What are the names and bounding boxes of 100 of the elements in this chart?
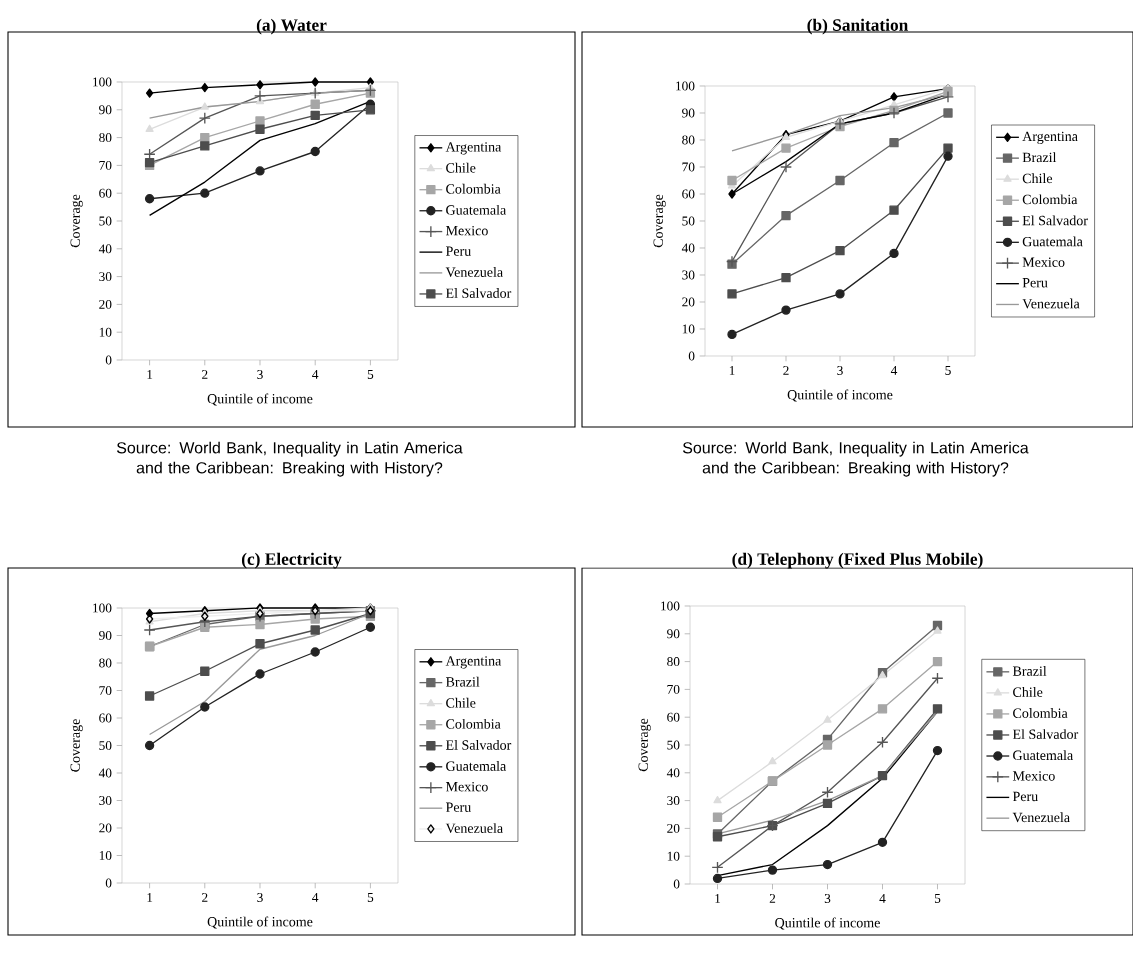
chart-title: (a) Water <box>256 18 327 35</box>
y-tick-label: 100 <box>93 77 112 87</box>
source-note: Source: World Bank, Inequality in Latin America and the Caribbean: Breaking with History? <box>116 441 463 477</box>
legend-label: Colombia <box>446 718 501 729</box>
legend-label: Chile <box>446 697 476 708</box>
y-tick-label: 10 <box>682 324 695 334</box>
x-axis-title: Quintile of income <box>787 389 893 402</box>
x-tick-label: 1 <box>729 366 735 375</box>
legend-label: Guatemala <box>446 760 507 771</box>
legend-label: Chile <box>1013 687 1043 697</box>
legend-label: Venezuela <box>1022 298 1080 309</box>
y-tick-label: 50 <box>682 216 695 226</box>
y-tick-label: 20 <box>99 823 112 833</box>
y-tick-label: 90 <box>667 629 680 639</box>
x-tick-label: 5 <box>367 893 374 902</box>
legend-label: El Salvador <box>1012 729 1079 739</box>
legend-label: Venezuela <box>1012 812 1070 823</box>
legend-label: Mexico <box>1012 771 1055 781</box>
y-tick-label: 100 <box>661 601 680 611</box>
y-tick-label: 20 <box>99 299 112 309</box>
y-tick-label: 80 <box>682 135 695 145</box>
y-tick-label: 10 <box>667 851 680 861</box>
x-tick-label: 2 <box>202 893 208 902</box>
y-tick-label: 10 <box>99 327 112 337</box>
legend-label: Argentina <box>445 656 502 669</box>
legend-label: Peru <box>1022 278 1048 288</box>
y-tick-label: 50 <box>99 216 112 226</box>
x-tick-label: 5 <box>945 366 951 375</box>
x-tick-label: 3 <box>837 366 843 375</box>
chart-title: (b) Sanitation <box>807 18 909 35</box>
y-tick-label: 60 <box>99 188 112 198</box>
y-tick-label: 70 <box>667 684 680 694</box>
y-tick-label: 80 <box>667 657 680 667</box>
legend-label: El Salvador <box>1022 215 1088 226</box>
legend-label: Colombia <box>1013 708 1068 718</box>
x-axis-title: Quintile of income <box>207 393 313 406</box>
y-tick-label: 0 <box>688 351 695 361</box>
y-tick-label: 60 <box>667 712 680 722</box>
y-axis-title: Coverage <box>638 718 651 772</box>
y-tick-label: 80 <box>99 658 112 668</box>
x-axis-title: Quintile of income <box>775 917 880 930</box>
legend-label: Argentina <box>1022 131 1078 144</box>
y-tick-label: 0 <box>105 355 112 365</box>
x-tick-label: 1 <box>147 370 153 379</box>
legend-label: Brazil <box>1022 152 1057 163</box>
y-tick-label: 30 <box>99 272 112 282</box>
legend-label: Brazil <box>445 676 480 687</box>
y-axis-title: Coverage <box>653 194 666 248</box>
y-tick-label: 90 <box>99 105 112 115</box>
x-tick-label: 1 <box>147 893 153 902</box>
y-tick-label: 80 <box>99 133 112 143</box>
y-tick-label: 90 <box>99 631 112 640</box>
y-tick-label: 60 <box>99 713 112 723</box>
y-tick-label: 40 <box>98 244 112 254</box>
x-tick-label: 4 <box>312 893 319 902</box>
chart-title: (c) Electricity <box>241 552 342 569</box>
y-axis-title: Coverage <box>70 194 83 248</box>
y-tick-label: 90 <box>682 108 695 118</box>
x-tick-label: 3 <box>824 894 831 903</box>
legend-label: Brazil <box>1012 665 1047 676</box>
y-axis-title: Coverage <box>70 719 83 772</box>
y-tick-label: 100 <box>93 603 112 613</box>
y-tick-label: 70 <box>682 162 695 172</box>
x-tick-label: 4 <box>879 894 886 903</box>
legend-label: Chile <box>1022 173 1053 184</box>
x-tick-label: 3 <box>257 893 263 902</box>
y-tick-label: 0 <box>673 879 680 889</box>
y-tick-label: 0 <box>105 878 112 888</box>
legend-label: El Salvador <box>445 739 512 750</box>
legend-label: Mexico <box>1022 257 1065 267</box>
y-tick-label: 20 <box>682 297 695 307</box>
x-tick-label: 1 <box>715 894 721 903</box>
legend-label: Guatemala <box>446 204 507 215</box>
x-tick-label: 3 <box>257 370 263 379</box>
y-tick-label: 70 <box>99 160 112 170</box>
legend-label: Peru <box>1012 791 1038 802</box>
legend-label: Guatemala <box>1013 750 1073 761</box>
y-tick-label: 50 <box>99 741 112 750</box>
y-tick-label: 30 <box>667 796 680 806</box>
x-tick-label: 2 <box>769 894 776 903</box>
legend-label: Venezuela <box>445 267 503 277</box>
legend-label: Chile <box>446 162 476 173</box>
legend-label: Colombia <box>446 183 501 194</box>
legend-label: Guatemala <box>1022 236 1083 247</box>
y-tick-label: 100 <box>676 81 695 91</box>
legend-label: Argentina <box>445 142 502 155</box>
x-tick-label: 4 <box>890 366 898 375</box>
legend-label: Colombia <box>1022 194 1078 205</box>
x-tick-label: 5 <box>934 894 941 903</box>
legend-label: Peru <box>445 802 471 812</box>
y-tick-label: 50 <box>667 740 680 750</box>
legend-label: Mexico <box>445 225 488 236</box>
source-note: Source: World Bank, Inequality in Latin America and the Caribbean: Breaking with History? <box>682 441 1029 477</box>
y-tick-label: 20 <box>667 823 680 833</box>
chart-title: (d) Telephony (Fixed Plus Mobile) <box>732 552 983 569</box>
y-tick-label: 40 <box>666 768 680 778</box>
x-tick-label: 2 <box>783 366 789 375</box>
legend-label: Peru <box>445 246 471 256</box>
y-tick-label: 60 <box>682 189 695 199</box>
y-tick-label: 30 <box>682 270 695 280</box>
